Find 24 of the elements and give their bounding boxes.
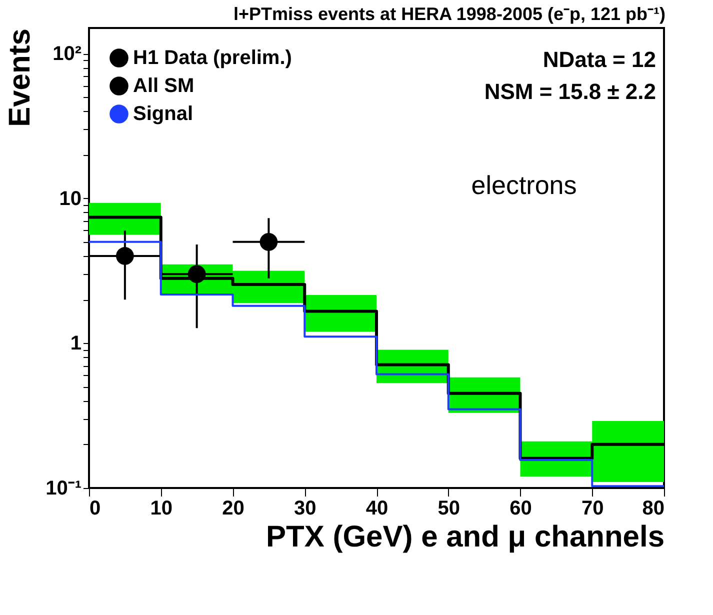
- chart-title: l+PTmiss events at HERA 1998-2005 (e⁻p, 121 pb⁻¹): [233, 4, 666, 24]
- annotation: NSM = 15.8 ± 2.2: [484, 79, 656, 104]
- x-tick-label: 60: [510, 498, 532, 520]
- y-tick-label: 10: [59, 188, 82, 210]
- x-tick-label: 0: [90, 498, 101, 520]
- y-axis-title: Events: [4, 28, 37, 127]
- x-tick-label: 10: [150, 498, 172, 520]
- y-tick-label: 10⁻¹: [46, 478, 82, 500]
- x-tick-label: 20: [222, 498, 244, 520]
- y-tick-label: 10²: [52, 43, 82, 66]
- x-tick-label: 30: [294, 498, 316, 520]
- x-axis-title: PTX (GeV) e and μ channels: [266, 520, 664, 554]
- annotation: NData = 12: [542, 47, 656, 72]
- point: [116, 247, 134, 265]
- x-tick-label: 50: [438, 498, 460, 520]
- legend-label: H1 Data (prelim.): [133, 47, 292, 69]
- point: [260, 233, 278, 251]
- y-tick-label: 1: [70, 332, 82, 355]
- annotation: electrons: [471, 170, 577, 200]
- x-tick-label: 70: [582, 498, 604, 520]
- legend-label: Signal: [133, 103, 194, 125]
- x-tick-label: 40: [366, 498, 388, 520]
- x-tick-label: 80: [642, 498, 664, 520]
- legend-label: All SM: [133, 75, 194, 97]
